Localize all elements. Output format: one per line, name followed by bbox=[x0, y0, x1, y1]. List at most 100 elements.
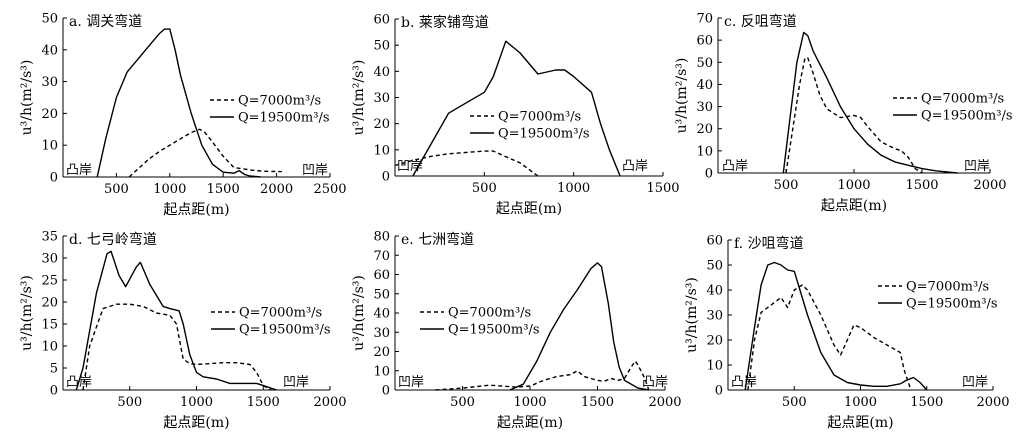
bank-label-right: 凹岸 bbox=[964, 159, 990, 174]
x-axis-label: 起点距(m) bbox=[497, 415, 563, 431]
y-tick-label: 0 bbox=[382, 170, 390, 185]
y-tick-label: 30 bbox=[696, 100, 713, 115]
y-tick-label: 0 bbox=[705, 167, 713, 182]
y-axis-label: u³/h(m²/s³) bbox=[674, 58, 690, 134]
chart-e-qizhou: 0 10 20 30 40 50 60 70 80 500 1000 1500 2000 e. 七洲弯道起… bbox=[351, 230, 682, 432]
x-tick-label: 1000 bbox=[513, 395, 546, 410]
y-tick-label: 0 bbox=[382, 384, 390, 399]
legend-label: Q=7000m³/s bbox=[448, 306, 531, 321]
y-tick-label: 20 bbox=[41, 296, 58, 311]
chart-title: c. 反咀弯道 bbox=[724, 13, 797, 30]
legend-label: Q=19500m³/s bbox=[921, 109, 1013, 124]
chart-a-tiaoguan: 0 10 20 30 40 50 500 1000 1500 2000 2500 a. 调关弯道起点距… bbox=[19, 12, 347, 219]
y-tick-label: 60 bbox=[373, 268, 390, 283]
bank-label-left: 凸岸 bbox=[731, 375, 757, 390]
y-axis-label: u³/h(m²/s³) bbox=[684, 277, 700, 353]
y-tick-label: 50 bbox=[696, 56, 713, 71]
chart-title: f. 沙咀弯道 bbox=[734, 235, 804, 252]
bank-label-right: 凸岸 bbox=[642, 375, 668, 390]
x-tick-label: 500 bbox=[782, 395, 807, 410]
series-line-q7000 bbox=[82, 303, 272, 391]
y-tick-label: 10 bbox=[41, 139, 58, 154]
x-tick-label: 500 bbox=[117, 395, 142, 410]
bank-label-left: 凸岸 bbox=[66, 163, 92, 178]
y-tick-label: 30 bbox=[373, 91, 390, 106]
y-tick-label: 30 bbox=[706, 309, 723, 324]
y-tick-label: 20 bbox=[373, 345, 390, 360]
y-tick-label: 20 bbox=[706, 334, 723, 349]
x-tick-label: 2000 bbox=[973, 178, 1006, 193]
y-tick-label: 60 bbox=[373, 13, 390, 28]
y-tick-label: 70 bbox=[373, 249, 390, 264]
bank-label-right: 凸岸 bbox=[622, 159, 648, 174]
chart-title: a. 调关弯道 bbox=[69, 13, 142, 30]
y-tick-label: 30 bbox=[41, 252, 58, 267]
legend-label: Q=7000m³/s bbox=[238, 94, 321, 109]
bank-label-right: 凹岸 bbox=[283, 375, 309, 390]
chart-d-qigongling: 0 5 10 15 20 25 30 35 500 1000 1500 2000 d. 七弓岭弯道起点距… bbox=[19, 230, 347, 432]
y-tick-label: 50 bbox=[373, 287, 390, 302]
x-tick-label: 500 bbox=[450, 395, 475, 410]
y-tick-label: 80 bbox=[373, 230, 390, 245]
y-tick-label: 30 bbox=[41, 75, 58, 90]
series-line-q19500 bbox=[96, 28, 261, 178]
y-axis-label: u³/h(m²/s³) bbox=[351, 275, 367, 351]
x-tick-label: 1500 bbox=[905, 178, 938, 193]
y-tick-label: 40 bbox=[706, 284, 723, 299]
y-axis-label: u³/h(m²/s³) bbox=[351, 60, 367, 136]
y-tick-label: 25 bbox=[41, 274, 58, 289]
y-tick-label: 10 bbox=[373, 364, 390, 379]
chart-c-fanzui: 0 10 20 30 40 50 60 70 500 1000 1500 2000 c. 反咀弯道起点距… bbox=[674, 12, 1013, 215]
bank-label-left: 凹岸 bbox=[398, 375, 424, 390]
x-tick-label: 1000 bbox=[837, 178, 870, 193]
x-tick-label: 1500 bbox=[581, 395, 614, 410]
y-tick-label: 50 bbox=[373, 39, 390, 54]
y-tick-label: 50 bbox=[41, 12, 58, 27]
y-tick-label: 5 bbox=[50, 362, 58, 377]
chart-title: b. 莱家铺弯道 bbox=[401, 14, 489, 31]
x-tick-label: 1000 bbox=[153, 182, 186, 197]
bank-label-right: 凹岸 bbox=[962, 375, 988, 390]
y-tick-label: 10 bbox=[373, 143, 390, 158]
x-tick-label: 500 bbox=[104, 182, 129, 197]
legend-label: Q=19500m³/s bbox=[906, 297, 998, 312]
y-tick-label: 35 bbox=[41, 230, 58, 245]
legend-label: Q=7000m³/s bbox=[239, 306, 322, 321]
y-tick-label: 70 bbox=[696, 12, 713, 27]
y-tick-label: 0 bbox=[50, 171, 58, 186]
chart-title: d. 七弓岭弯道 bbox=[69, 231, 157, 248]
y-tick-label: 50 bbox=[706, 259, 723, 274]
y-axis-label: u³/h(m²/s³) bbox=[19, 60, 35, 136]
x-tick-label: 2000 bbox=[260, 182, 293, 197]
y-tick-label: 20 bbox=[696, 122, 713, 137]
bank-label-left: 凸岸 bbox=[722, 159, 748, 174]
series-line-q19500 bbox=[75, 250, 277, 391]
x-tick-label: 1000 bbox=[844, 395, 877, 410]
series-line-q19500 bbox=[509, 262, 649, 391]
x-axis-label: 起点距(m) bbox=[827, 415, 893, 431]
legend-label: Q=19500m³/s bbox=[448, 323, 540, 338]
y-tick-label: 60 bbox=[706, 234, 723, 249]
y-tick-label: 15 bbox=[41, 318, 58, 333]
y-tick-label: 10 bbox=[706, 359, 723, 374]
x-axis-label: 起点距(m) bbox=[821, 198, 887, 214]
x-axis-label: 起点距(m) bbox=[163, 415, 229, 431]
y-tick-label: 40 bbox=[41, 43, 58, 58]
x-tick-label: 1500 bbox=[646, 181, 679, 196]
x-tick-label: 1500 bbox=[910, 395, 943, 410]
x-tick-label: 1500 bbox=[247, 395, 280, 410]
legend-label: Q=7000m³/s bbox=[906, 280, 989, 295]
x-axis-label: 起点距(m) bbox=[163, 202, 229, 218]
legend-label: Q=7000m³/s bbox=[921, 92, 1004, 107]
x-tick-label: 500 bbox=[472, 181, 497, 196]
x-tick-label: 2000 bbox=[976, 395, 1009, 410]
y-tick-label: 10 bbox=[696, 144, 713, 159]
y-tick-label: 40 bbox=[373, 65, 390, 80]
x-tick-label: 1000 bbox=[557, 181, 590, 196]
y-tick-label: 40 bbox=[696, 78, 713, 93]
series-line-q19500 bbox=[412, 40, 621, 177]
x-tick-label: 2000 bbox=[313, 395, 346, 410]
y-tick-label: 60 bbox=[696, 34, 713, 49]
